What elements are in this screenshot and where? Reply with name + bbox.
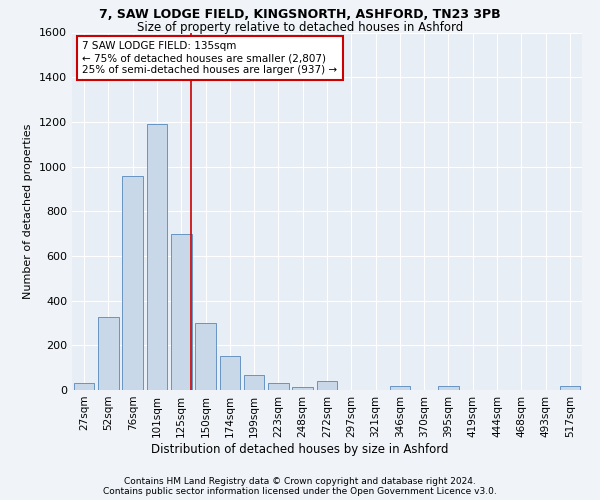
Bar	[389, 386, 410, 390]
Bar	[292, 386, 313, 390]
Bar	[560, 386, 580, 390]
Bar	[74, 384, 94, 390]
Bar	[98, 318, 119, 390]
Text: Distribution of detached houses by size in Ashford: Distribution of detached houses by size …	[151, 442, 449, 456]
Bar	[122, 176, 143, 390]
Bar	[146, 124, 167, 390]
Bar	[244, 376, 265, 390]
Text: 7, SAW LODGE FIELD, KINGSNORTH, ASHFORD, TN23 3PB: 7, SAW LODGE FIELD, KINGSNORTH, ASHFORD,…	[99, 8, 501, 20]
Text: 7 SAW LODGE FIELD: 135sqm
← 75% of detached houses are smaller (2,807)
25% of se: 7 SAW LODGE FIELD: 135sqm ← 75% of detac…	[82, 42, 337, 74]
Text: Contains public sector information licensed under the Open Government Licence v3: Contains public sector information licen…	[103, 488, 497, 496]
Bar	[438, 386, 459, 390]
Bar	[317, 381, 337, 390]
Y-axis label: Number of detached properties: Number of detached properties	[23, 124, 34, 299]
Bar	[171, 234, 191, 390]
Text: Size of property relative to detached houses in Ashford: Size of property relative to detached ho…	[137, 21, 463, 34]
Text: Contains HM Land Registry data © Crown copyright and database right 2024.: Contains HM Land Registry data © Crown c…	[124, 478, 476, 486]
Bar	[268, 384, 289, 390]
Bar	[220, 356, 240, 390]
Bar	[195, 323, 216, 390]
